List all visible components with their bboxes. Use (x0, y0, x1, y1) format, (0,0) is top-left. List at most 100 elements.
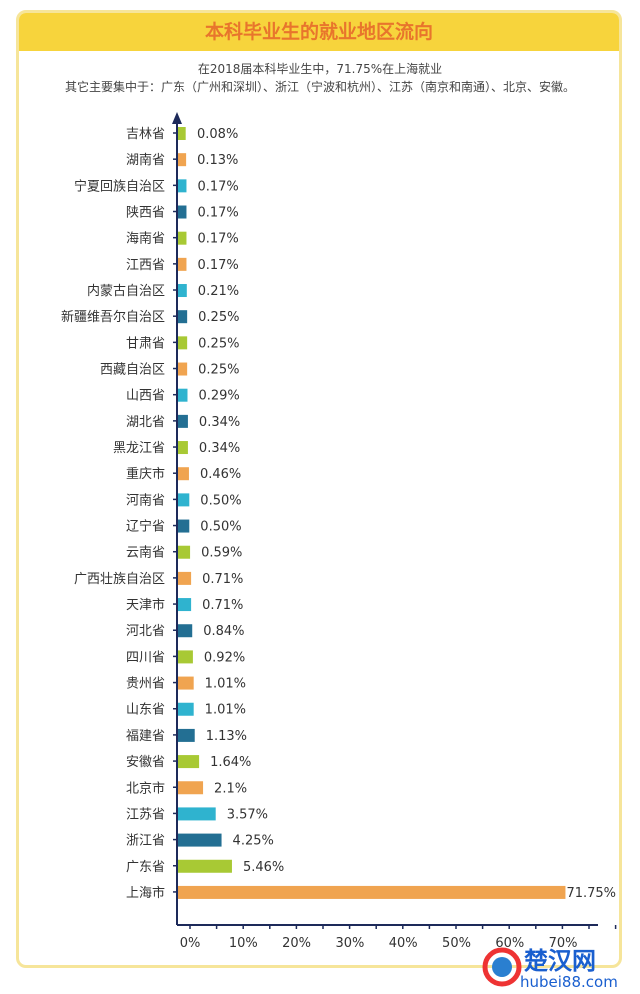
bar (178, 676, 194, 690)
category-label: 湖北省 (126, 415, 165, 430)
bar (178, 127, 186, 140)
bar (178, 231, 187, 245)
data-label: 0.59% (201, 546, 242, 561)
category-label: 四川省 (126, 650, 165, 665)
data-label: 2.1% (214, 781, 247, 796)
category-label: 陕西省 (126, 206, 165, 221)
data-label: 4.25% (233, 834, 274, 849)
category-label: 内蒙古自治区 (87, 283, 165, 299)
bar (178, 624, 193, 638)
bar (178, 519, 190, 533)
category-label: 广西壮族自治区 (74, 571, 165, 587)
bar (178, 885, 566, 899)
category-label: 山东省 (126, 703, 165, 718)
bar (178, 598, 192, 612)
chart-subtitle-1: 在2018届本科毕业生中，71.75%在上海就业 (197, 62, 443, 76)
data-label: 0.25% (198, 310, 239, 325)
bar (178, 205, 187, 219)
x-tick-label: 70% (549, 936, 578, 951)
data-label: 0.08% (197, 127, 238, 142)
bar (178, 310, 188, 324)
data-label: 71.75% (566, 886, 616, 901)
category-label: 吉林省 (126, 127, 165, 142)
x-tick-label: 20% (282, 936, 311, 951)
category-label: 福建省 (126, 729, 165, 744)
category-label: 安徽省 (126, 755, 165, 770)
category-label: 重庆市 (126, 466, 165, 482)
category-label: 海南省 (126, 231, 165, 247)
category-label: 山西省 (126, 389, 165, 404)
bar (178, 284, 187, 298)
bar (178, 493, 190, 507)
data-label: 0.50% (200, 493, 241, 508)
x-tick-label: 60% (495, 936, 524, 951)
bar (178, 702, 194, 716)
category-label: 贵州省 (126, 677, 165, 692)
watermark-logo: 楚汉网 hubei88.com (480, 945, 630, 994)
category-label: 河南省 (126, 492, 165, 508)
x-tick-label: 10% (229, 936, 258, 951)
bar (178, 257, 187, 271)
category-label: 广东省 (126, 860, 165, 875)
category-label: 浙江省 (126, 834, 165, 849)
data-label: 0.25% (198, 363, 239, 378)
category-label: 云南省 (126, 545, 165, 561)
data-label: 1.64% (210, 755, 251, 770)
bar (178, 781, 204, 795)
data-label: 0.34% (199, 441, 240, 456)
svg-text:hubei88.com: hubei88.com (520, 973, 618, 990)
bar (178, 650, 193, 664)
category-label: 辽宁省 (126, 519, 165, 535)
category-label: 新疆维吾尔自治区 (61, 309, 165, 325)
bar (178, 833, 222, 847)
data-label: 0.29% (198, 389, 239, 404)
data-label: 0.17% (197, 179, 238, 194)
data-label: 5.46% (243, 860, 284, 875)
data-label: 3.57% (227, 807, 268, 822)
category-label: 天津市 (126, 597, 165, 613)
category-label: 黑龙江省 (113, 441, 165, 456)
data-label: 0.92% (204, 650, 245, 665)
data-label: 0.50% (200, 520, 241, 535)
data-label: 0.17% (197, 232, 238, 247)
svg-text:楚汉网: 楚汉网 (524, 947, 596, 975)
data-label: 0.84% (203, 624, 244, 639)
category-label: 甘肃省 (126, 336, 165, 351)
category-label: 宁夏回族自治区 (74, 178, 165, 194)
bar (178, 179, 187, 193)
bar (178, 336, 188, 350)
data-label: 1.13% (206, 729, 247, 744)
bar (178, 571, 192, 585)
data-label: 0.34% (199, 415, 240, 430)
chart-card: 本科毕业生的就业地区流向 (16, 10, 622, 968)
bar (178, 362, 188, 376)
data-label: 0.46% (200, 467, 241, 482)
data-label: 0.17% (197, 206, 238, 221)
data-label: 0.25% (198, 336, 239, 351)
category-label: 河北省 (126, 624, 165, 639)
bar (178, 755, 200, 769)
x-tick-label: 40% (389, 936, 418, 951)
bar (178, 728, 195, 742)
bar (178, 467, 189, 481)
data-label: 0.71% (202, 598, 243, 613)
bar (178, 441, 188, 455)
x-tick-label: 50% (442, 936, 471, 951)
bar (178, 807, 216, 821)
bar (178, 859, 232, 873)
bar (178, 545, 191, 559)
bar (178, 153, 187, 167)
data-label: 0.17% (197, 258, 238, 273)
bar (178, 414, 188, 428)
category-label: 上海市 (126, 885, 165, 901)
data-label: 0.13% (197, 153, 238, 168)
category-label: 北京市 (126, 780, 165, 796)
data-label: 0.21% (198, 284, 239, 299)
data-label: 1.01% (205, 677, 246, 692)
y-axis-arrow-icon (172, 112, 182, 124)
category-label: 西藏自治区 (100, 363, 165, 378)
chart-subtitle-2: 其它主要集中于：广东（广州和深圳）、浙江（宁波和杭州）、江苏（南京和南通）、北京… (64, 80, 575, 94)
chart-title: 本科毕业生的就业地区流向 (19, 13, 619, 51)
x-tick-label: 30% (335, 936, 364, 951)
